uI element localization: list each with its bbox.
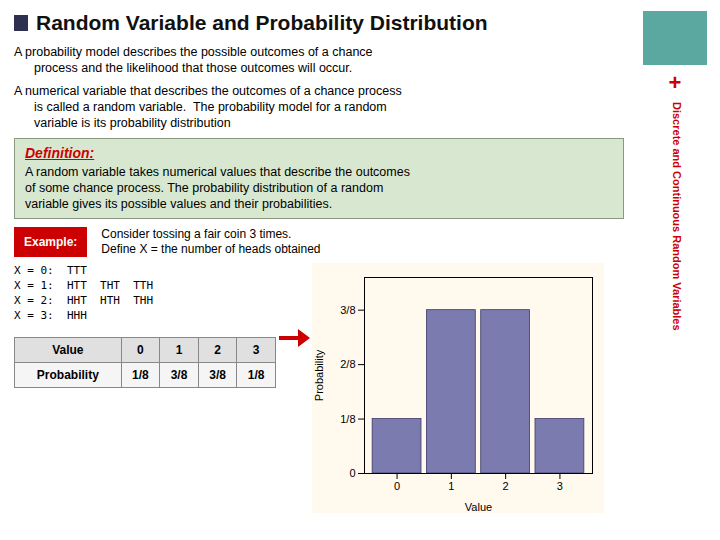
html-text:Consider tossing a fair coin 3: Consider tossing a fair coin 3 times.	[101, 227, 292, 241]
html-text:variable gives its possible va: variable gives its possible values and t…	[25, 197, 333, 211]
html-text:A numerical variable that desc: A numerical variable that describes the …	[14, 84, 402, 98]
svg-text:1: 1	[448, 480, 454, 492]
html-text:3/8: 3/8	[209, 368, 226, 382]
svg-text:3: 3	[557, 480, 563, 492]
html-text:variable is its probability di: variable is its probability distribution	[34, 116, 231, 130]
html-text:Define X = the number of heads: Define X = the number of heads obtained	[101, 242, 321, 256]
svg-text:1/8: 1/8	[340, 413, 355, 425]
html-text:Discrete and Continuous Random: Discrete and Continuous Random Variables	[671, 102, 683, 331]
html-text:1/8: 1/8	[132, 368, 149, 382]
html-text:Value: Value	[52, 343, 84, 357]
html-text:A probability model describes: A probability model describes the possib…	[14, 45, 373, 59]
html-text:Definition:: Definition:	[25, 145, 95, 161]
svg-text:Probability: Probability	[313, 349, 325, 401]
svg-text:Value: Value	[465, 501, 492, 513]
html-text:X = 0: TTT: X = 0: TTT	[14, 264, 87, 277]
html-text:Random Variable and Probabilit: Random Variable and Probability Distribu…	[36, 11, 488, 34]
svg-text:2: 2	[503, 480, 509, 492]
html-text:is called a random variable. T: is called a random variable. The probabi…	[34, 100, 387, 114]
html-text:Probability: Probability	[36, 368, 99, 382]
svg-text:2/8: 2/8	[340, 358, 355, 370]
html-text:Example:: Example:	[24, 235, 78, 249]
html-text:3/8: 3/8	[170, 368, 188, 382]
html-text:1: 1	[175, 343, 183, 357]
html-text:of some chance process. The pr: of some chance process. The probability …	[25, 181, 384, 195]
html-text:process and the likelihood tha: process and the likelihood that those ou…	[34, 61, 353, 75]
html-text:X = 2: HHT HTH THH: X = 2: HHT HTH THH	[14, 294, 154, 307]
html-text:A random variable takes numeri: A random variable takes numerical values…	[25, 165, 410, 179]
html-text:2: 2	[214, 343, 221, 357]
svg-text:0: 0	[349, 467, 355, 479]
svg-text:3/8: 3/8	[340, 304, 355, 316]
svg-text:0: 0	[394, 480, 400, 492]
html-text:X = 3: HHH: X = 3: HHH	[14, 309, 87, 322]
html-text:X = 1: HTT THT TTH: X = 1: HTT THT TTH	[14, 279, 154, 292]
html-text:0: 0	[137, 343, 144, 357]
html-text:1/8: 1/8	[247, 368, 265, 382]
html-text:3: 3	[252, 343, 260, 357]
